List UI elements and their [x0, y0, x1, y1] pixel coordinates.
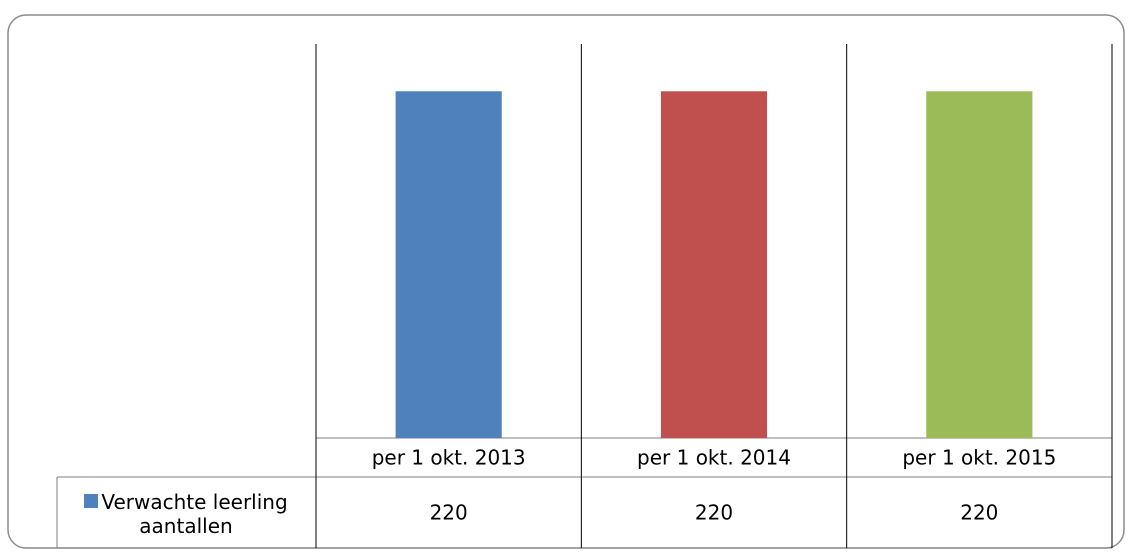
x-tick-label: per 1 okt. 2013: [372, 446, 526, 470]
bar: [926, 91, 1033, 438]
legend-content: Verwachte leerling aantallen: [60, 490, 312, 538]
bar: [395, 91, 502, 438]
legend-entry: Verwachte leerling aantallen: [60, 482, 312, 546]
table-value: 220: [960, 501, 998, 525]
table-value: 220: [695, 501, 733, 525]
x-tick-label: per 1 okt. 2015: [902, 446, 1056, 470]
table-value: 220: [430, 501, 468, 525]
legend-swatch: [84, 494, 99, 508]
legend-label: Verwachte leerling aantallen: [101, 490, 288, 538]
bar: [660, 91, 768, 438]
x-tick-label: per 1 okt. 2014: [637, 446, 791, 470]
